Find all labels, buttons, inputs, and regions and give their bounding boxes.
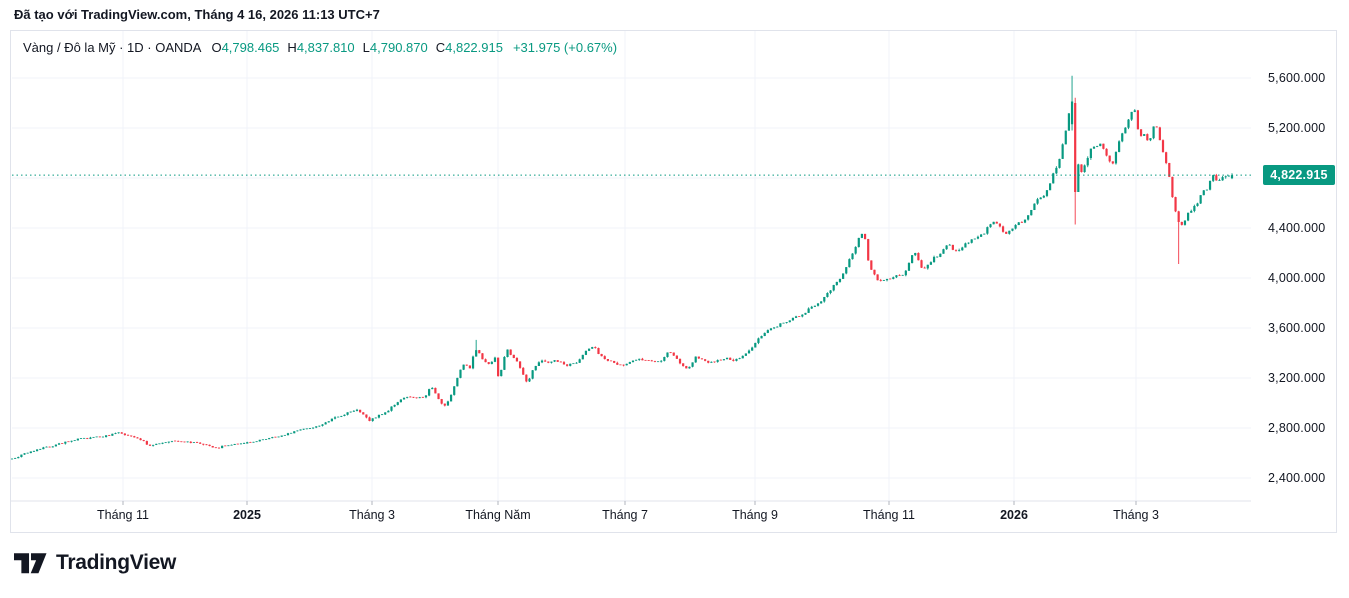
price-tick-label: 2,800.000 <box>1268 421 1326 435</box>
price-tick-label: 3,600.000 <box>1268 321 1326 335</box>
time-tick-label: 2025 <box>233 508 261 522</box>
price-tick-label: 2,400.000 <box>1268 471 1326 485</box>
ohlc-high: H4,837.810 <box>287 40 355 55</box>
time-tick-label: 2026 <box>1000 508 1028 522</box>
ohlc-open: O4,798.465 <box>211 40 280 55</box>
price-tick-label: 4,400.000 <box>1268 221 1326 235</box>
time-tick-label: Tháng 11 <box>97 508 149 522</box>
candlestick-plot[interactable] <box>11 31 1336 532</box>
price-tick-label: 5,600.000 <box>1268 71 1326 85</box>
time-tick-label: Tháng 3 <box>349 508 395 522</box>
symbol-title[interactable]: Vàng / Đô la Mỹ · 1D · OANDA <box>23 40 202 55</box>
price-tick-label: 5,200.000 <box>1268 121 1326 135</box>
price-tick-label: 4,000.000 <box>1268 271 1326 285</box>
chart-container[interactable]: Vàng / Đô la Mỹ · 1D · OANDA O4,798.465 H4… <box>10 30 1337 533</box>
price-tick-label: 3,200.000 <box>1268 371 1326 385</box>
time-tick-label: Tháng 3 <box>1113 508 1159 522</box>
time-tick-label: Tháng 11 <box>863 508 915 522</box>
tradingview-logo-text: TradingView <box>56 551 177 574</box>
tradingview-logo[interactable]: TradingView <box>14 551 176 575</box>
change-value: +31.975 (+0.67%) <box>512 40 618 55</box>
ohlc-low: L4,790.870 <box>362 40 428 55</box>
ohlc-close: C4,822.915 <box>435 40 503 55</box>
attribution-text: Đã tạo với TradingView.com, Tháng 4 16, … <box>14 7 380 22</box>
last-price-badge: 4,822.915 <box>1263 165 1335 186</box>
time-tick-label: Tháng 7 <box>602 508 648 522</box>
tradingview-logo-icon <box>14 552 47 573</box>
time-tick-label: Tháng 9 <box>732 508 778 522</box>
chart-legend[interactable]: Vàng / Đô la Mỹ · 1D · OANDA O4,798.465 H4… <box>23 40 617 55</box>
time-tick-label: Tháng Năm <box>465 508 531 522</box>
